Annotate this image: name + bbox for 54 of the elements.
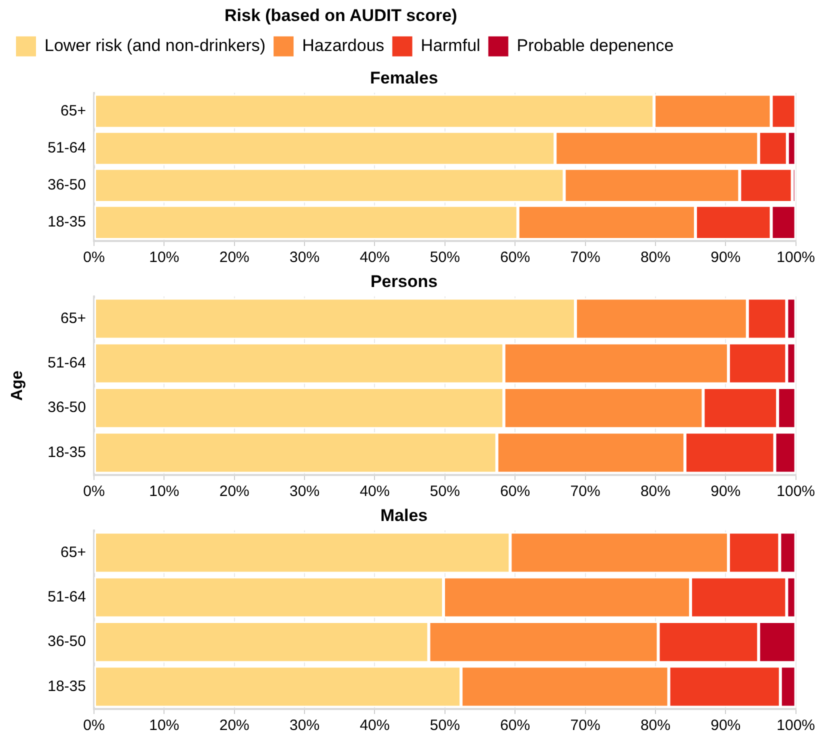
x-tick-label: 100% xyxy=(776,483,816,500)
x-tick-label: 70% xyxy=(570,483,600,500)
x-tick-label: 30% xyxy=(290,717,320,734)
y-axis-title: Age xyxy=(9,370,26,401)
legend-label: Lower risk (and non-drinkers) xyxy=(44,36,266,56)
chart-title: Persons xyxy=(370,272,438,291)
y-tick-label: 65+ xyxy=(60,310,86,327)
x-tick-label: 40% xyxy=(360,249,390,266)
legend-label: Hazardous xyxy=(302,36,384,56)
y-tick-label: 36-50 xyxy=(48,633,86,650)
y-tick-label: 36-50 xyxy=(48,399,86,416)
x-tick-label: 50% xyxy=(430,483,460,500)
x-tick-label: 40% xyxy=(360,717,390,734)
x-tick-label: 80% xyxy=(640,483,670,500)
y-tick-label: 51-64 xyxy=(48,140,86,157)
legend-label: Harmful xyxy=(420,36,480,56)
y-tick-label: 51-64 xyxy=(48,354,86,372)
legend-title: Risk (based on AUDIT score) xyxy=(224,6,458,26)
x-tick-label: 0% xyxy=(83,717,105,734)
x-tick-label: 20% xyxy=(219,717,250,734)
x-tick-label: 10% xyxy=(149,717,180,734)
x-tick-label: 90% xyxy=(710,483,741,500)
x-tick-label: 80% xyxy=(640,249,670,266)
x-tick-label: 30% xyxy=(290,483,320,500)
x-tick-label: 60% xyxy=(500,717,530,734)
y-tick-label: 65+ xyxy=(60,102,86,120)
x-tick-label: 100% xyxy=(776,717,816,734)
chart-title: Females xyxy=(370,68,438,88)
x-tick-label: 20% xyxy=(219,249,250,266)
y-tick-label: 18-35 xyxy=(48,214,86,231)
x-tick-label: 50% xyxy=(430,249,460,266)
x-tick-label: 70% xyxy=(570,717,600,734)
x-tick-label: 60% xyxy=(500,483,530,500)
y-tick-label: 51-64 xyxy=(48,588,86,606)
y-tick-label: 36-50 xyxy=(48,176,86,194)
x-tick-label: 90% xyxy=(710,249,741,266)
x-tick-label: 30% xyxy=(290,249,320,266)
legend-label: Probable depenence xyxy=(516,36,674,56)
y-tick-label: 65+ xyxy=(60,544,86,561)
x-tick-label: 70% xyxy=(570,249,600,266)
x-tick-label: 10% xyxy=(149,483,180,500)
y-tick-label: 18-35 xyxy=(48,678,86,695)
x-tick-label: 50% xyxy=(430,717,460,734)
x-tick-label: 20% xyxy=(219,483,250,500)
x-tick-label: 100% xyxy=(776,249,816,266)
x-tick-label: 0% xyxy=(83,249,105,266)
x-tick-label: 40% xyxy=(360,483,390,500)
x-tick-label: 10% xyxy=(149,249,180,266)
x-tick-label: 60% xyxy=(500,249,530,266)
x-tick-label: 0% xyxy=(83,483,105,500)
y-tick-label: 18-35 xyxy=(48,444,86,461)
chart-title: Males xyxy=(380,506,428,525)
x-tick-label: 80% xyxy=(640,717,670,734)
x-tick-label: 90% xyxy=(710,717,741,734)
